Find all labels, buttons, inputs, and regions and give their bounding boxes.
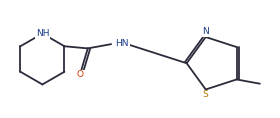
Text: N: N xyxy=(202,27,209,36)
Text: S: S xyxy=(203,90,209,99)
Text: NH: NH xyxy=(36,29,49,38)
Text: HN: HN xyxy=(115,39,129,48)
Text: O: O xyxy=(77,70,84,79)
